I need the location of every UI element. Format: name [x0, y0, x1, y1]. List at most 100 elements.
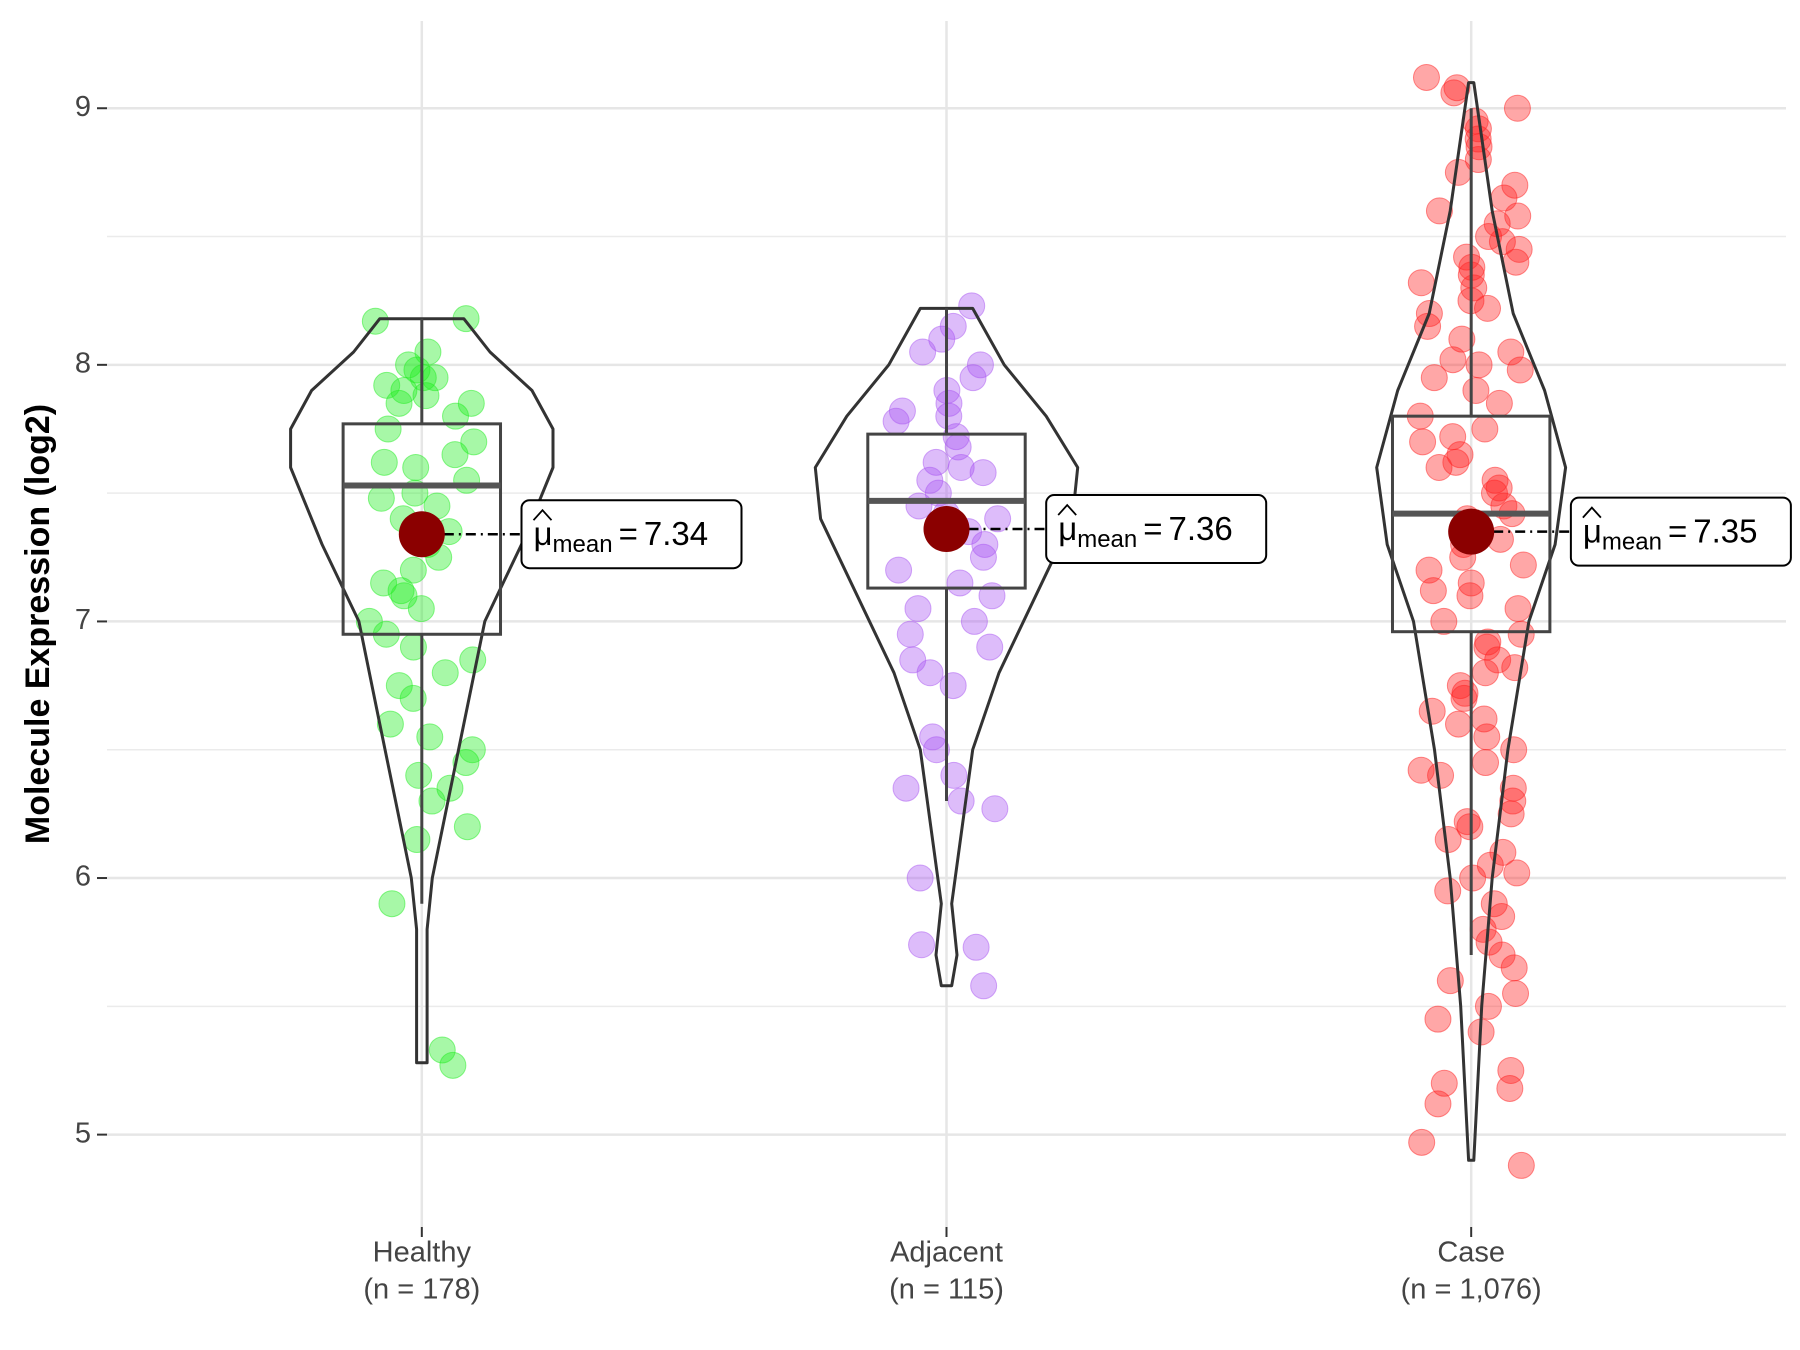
point [361, 307, 389, 335]
point [1509, 551, 1537, 579]
point [935, 402, 963, 430]
point [966, 351, 994, 379]
point [960, 607, 988, 635]
mean-label-box [520, 499, 743, 570]
point [962, 933, 990, 961]
point [367, 484, 395, 512]
mean-subscript: mean [1602, 529, 1662, 556]
point [1456, 582, 1484, 610]
mean-value: 7.34 [644, 515, 708, 552]
point [959, 364, 987, 392]
point [1500, 954, 1528, 982]
point [904, 595, 932, 623]
point [402, 453, 430, 481]
violin [1375, 81, 1568, 1162]
point [439, 1051, 467, 1079]
point [981, 795, 1009, 823]
point [984, 505, 1012, 533]
point [459, 646, 487, 674]
point [385, 389, 413, 417]
point [1407, 269, 1435, 297]
y-tick-label: 7 [75, 604, 91, 636]
n-label: (n = 115) [889, 1274, 1004, 1306]
point [1474, 992, 1502, 1020]
mean-point [1448, 508, 1495, 555]
violin [813, 306, 1080, 988]
point [1474, 628, 1502, 656]
point [1500, 736, 1528, 764]
point [947, 787, 975, 815]
point [1408, 1128, 1436, 1156]
point [939, 672, 967, 700]
mean-symbol: μ [534, 515, 553, 552]
box [341, 422, 503, 636]
point [1471, 659, 1499, 687]
point [453, 466, 481, 494]
point [1471, 415, 1499, 443]
point [376, 710, 404, 738]
y-axis-title: Molecule Expression (log2) [19, 404, 57, 844]
mean-symbol: μ [1583, 512, 1602, 549]
point [1418, 697, 1446, 725]
point [431, 659, 459, 687]
point [976, 633, 1004, 661]
mean-subscript: mean [1077, 526, 1137, 553]
point [1424, 1090, 1452, 1118]
point [1430, 607, 1458, 635]
point [940, 761, 968, 789]
box [866, 432, 1027, 590]
point [1425, 197, 1453, 225]
point [1425, 453, 1453, 481]
n-label: (n = 1,076) [1401, 1274, 1542, 1306]
point [1480, 890, 1508, 918]
point [412, 382, 440, 410]
point [1453, 808, 1481, 836]
point [1445, 710, 1473, 738]
point [399, 684, 427, 712]
point [888, 397, 916, 425]
point [1504, 595, 1532, 623]
point [374, 415, 402, 443]
mean-label-box [1569, 496, 1792, 567]
point [1446, 441, 1474, 469]
point [1412, 63, 1440, 91]
mean-equals: = [1668, 512, 1687, 549]
point [922, 736, 950, 764]
point [1443, 74, 1471, 102]
point [1474, 294, 1502, 322]
point [399, 556, 427, 584]
mean-label: μmean = 7.36 [1058, 510, 1233, 554]
x-tick-label: Healthy [373, 1237, 472, 1269]
point [906, 864, 934, 892]
point [1419, 577, 1447, 605]
point [378, 890, 406, 918]
point [1485, 474, 1513, 502]
point [969, 459, 997, 487]
point [405, 761, 433, 789]
point [942, 423, 970, 451]
points [355, 305, 488, 1079]
point [1503, 94, 1531, 122]
point [1502, 979, 1530, 1007]
point [370, 569, 398, 597]
x-tick-label: Adjacent [890, 1237, 1003, 1269]
point [909, 338, 937, 366]
mean-label: μmean = 7.34 [534, 515, 709, 559]
mean-point [398, 511, 445, 558]
point [1451, 679, 1479, 707]
point [1415, 556, 1443, 584]
y-tick-label: 6 [75, 861, 91, 893]
point [1488, 228, 1516, 256]
mean-value: 7.35 [1693, 512, 1757, 549]
point [1409, 428, 1437, 456]
y-tick-label: 9 [75, 91, 91, 123]
point [1424, 1005, 1452, 1033]
point [969, 543, 997, 571]
point [1503, 859, 1531, 887]
point [896, 620, 924, 648]
point [1506, 356, 1534, 384]
x-tick-label: Case [1437, 1237, 1505, 1269]
box [1390, 414, 1552, 634]
point [1439, 423, 1467, 451]
